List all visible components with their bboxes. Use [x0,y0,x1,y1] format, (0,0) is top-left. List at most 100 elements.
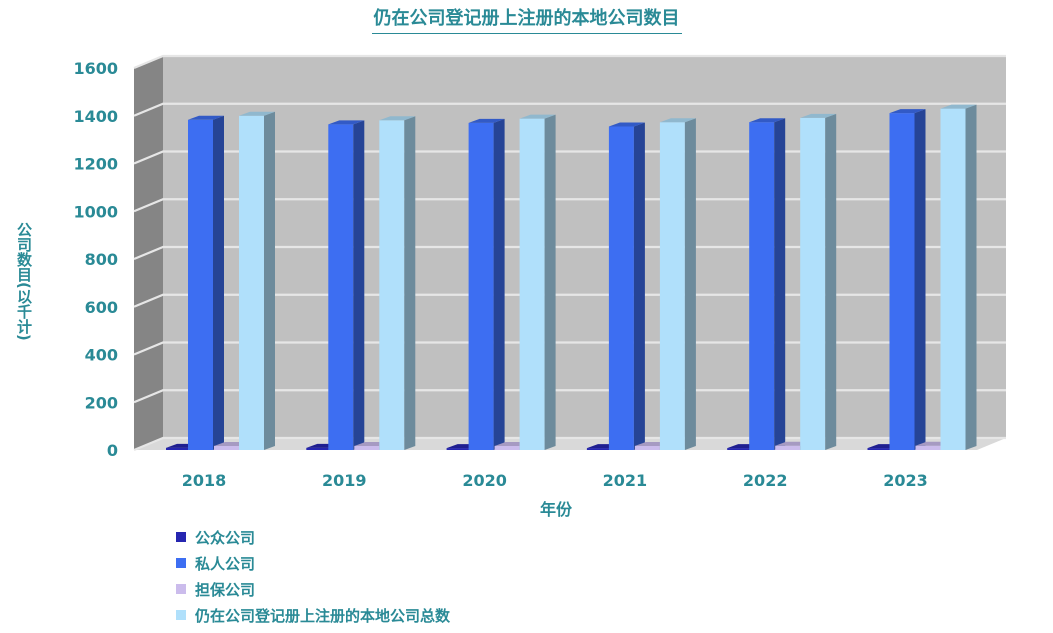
bar-front [328,124,354,450]
bar [188,115,224,450]
bar-front [867,448,893,450]
bar-front [775,445,801,450]
gridline [133,341,1006,356]
legend-item-private: 私人公司 [176,550,450,576]
y-axis-title: 公司数目 (以千计) [2,222,46,341]
bar [940,104,977,451]
gridline [133,54,1006,70]
bar-side [633,122,645,451]
chart-title: 仍在公司登记册上注册的本地公司数目 [0,4,1053,34]
legend-swatch [176,558,186,568]
gridline [133,389,1006,404]
bar-front [940,108,966,451]
legend-label: 仍在公司登记册上注册的本地公司总数 [195,606,451,625]
bar [749,118,786,450]
bar-front [188,119,213,450]
bar-side [544,114,556,451]
bar-front [379,120,405,450]
bar-front [727,448,753,450]
bar [608,122,645,451]
bar-top [889,109,926,114]
legend-swatch [176,532,186,542]
y-tick-label: 0 [107,441,118,460]
bar-side [914,109,926,450]
bar-front [586,448,612,450]
gridline [133,293,1006,308]
gridline [133,150,1006,165]
y-tick-label: 1200 [73,155,118,174]
bar-front [889,113,915,450]
x-tick-labels: 2018 2019 2020 2021 2022 2023 [182,471,928,490]
y-tick-labels: 0 200 400 600 800 1000 1200 1400 1600 [73,59,118,460]
legend-swatch [176,610,186,620]
x-tick-label: 2019 [322,471,367,490]
bar-side [825,113,837,451]
bar-front [608,126,634,451]
legend-item-total: 仍在公司登记册上注册的本地公司总数 [176,602,450,628]
bar-front [446,448,472,450]
bar-front [494,445,520,450]
bar-side [264,111,275,450]
y-tick-label: 1400 [73,107,118,126]
x-tick-label: 2022 [743,471,788,490]
bar [800,113,837,451]
legend-label: 担保公司 [195,580,256,599]
bar-front [749,122,775,450]
x-tick-label: 2021 [603,471,648,490]
bar-front [659,122,685,450]
bar-front [354,445,380,450]
bar-front [915,445,941,450]
gridline [133,198,1006,213]
bar-side [404,116,416,450]
legend-item-public: 公众公司 [176,524,450,550]
legend: 公众公司 私人公司 担保公司 仍在公司登记册上注册的本地公司总数 [176,524,450,628]
bar-front [214,445,239,450]
y-tick-label: 400 [85,346,118,365]
bar [239,111,275,450]
bar-top [659,118,696,123]
y-tick-label: 1600 [73,59,118,78]
bar-side [493,118,505,450]
bar-top [519,114,556,119]
bars [166,104,977,451]
bar-side [684,118,696,450]
x-axis-title: 年份 [540,500,573,519]
legend-label: 私人公司 [195,554,256,573]
bar-top [188,115,224,120]
bar-top [239,111,275,116]
bar [468,118,505,450]
bar-front [468,122,494,450]
bar-side [213,115,224,450]
bar-front [166,447,191,450]
gridline [133,245,1006,261]
bar [659,118,696,450]
bar-top [800,113,837,118]
bar-front [306,447,332,450]
bar-front [800,117,826,451]
legend-swatch [176,584,186,594]
bar [328,120,365,450]
x-tick-label: 2018 [182,471,227,490]
y-axis-title-line2: (以千计) [15,282,33,341]
y-tick-label: 1000 [73,202,118,221]
bar [379,116,416,450]
y-axis-title-line1: 公司数目 [15,222,33,282]
bar-top [379,116,416,121]
y-tick-label: 800 [85,250,118,269]
bar [519,114,556,451]
y-tick-label: 200 [85,393,118,412]
x-tick-label: 2023 [883,471,928,490]
bar-top [328,120,365,125]
gridline [133,102,1006,117]
bar-top [749,118,786,123]
bar [889,109,926,450]
y-tick-label: 600 [85,298,118,317]
bar-front [634,445,660,450]
gridlines [133,54,1006,452]
bar-side [774,118,786,450]
bar-top [940,104,977,109]
bar-front [239,115,264,450]
legend-item-guarantee: 担保公司 [176,576,450,602]
bar-top [608,122,645,127]
